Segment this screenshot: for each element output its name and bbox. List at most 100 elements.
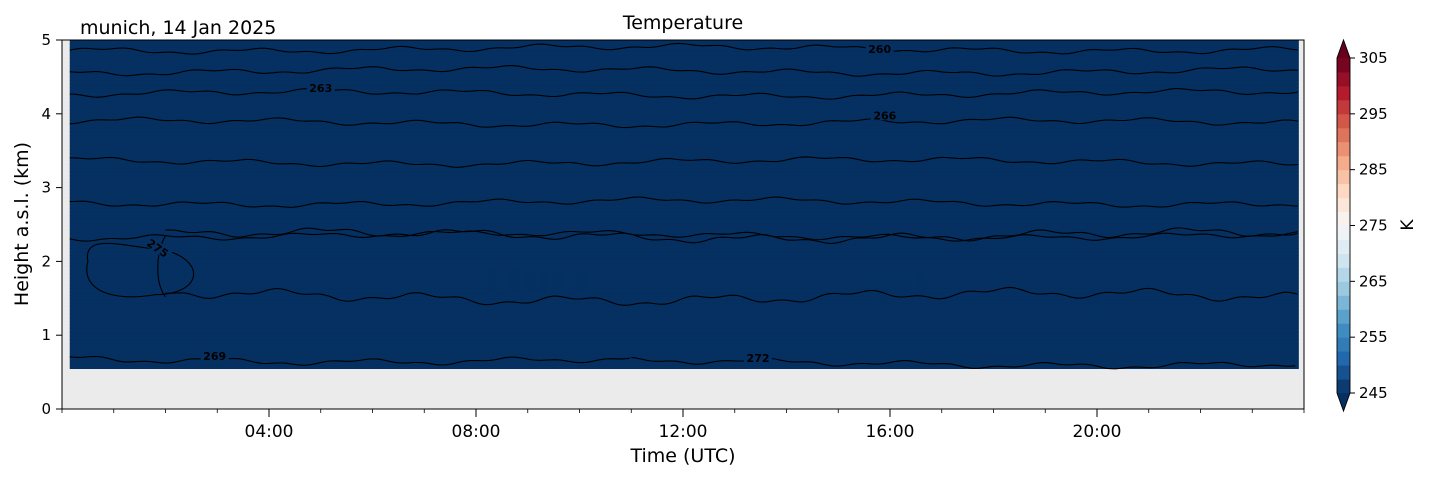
y-axis: 0 1 2 3 4 5 <box>41 31 62 418</box>
contour-label: 272 <box>747 352 770 365</box>
colorbar-segment <box>1337 113 1350 129</box>
temperature-strip <box>69 102 1299 107</box>
temperature-strip <box>69 288 1299 293</box>
contour-line <box>69 156 1298 168</box>
temperature-strip <box>69 120 1299 125</box>
temperature-strip <box>69 258 1299 264</box>
temperature-strip <box>69 189 1299 194</box>
temperature-strip <box>69 142 1299 147</box>
temperature-strip <box>69 61 1299 67</box>
colorbar-segment <box>1337 225 1350 240</box>
temperature-strip <box>69 50 1299 56</box>
temperature-strip <box>69 76 1299 81</box>
temperature-strip <box>69 80 1299 85</box>
warm-patch <box>916 271 927 296</box>
temperature-strip <box>69 328 1299 333</box>
temperature-strip <box>69 284 1299 289</box>
colorbar-segment <box>1337 169 1350 185</box>
contour-line <box>69 116 1298 129</box>
temperature-strip <box>69 171 1299 176</box>
temperature-strip <box>69 251 1299 256</box>
y-tick-label: 4 <box>41 105 51 123</box>
contour-label-bg <box>870 109 899 121</box>
temperature-strip <box>69 277 1299 282</box>
temperature-strip <box>69 160 1299 165</box>
colorbar-tick-label: 285 <box>1359 161 1388 179</box>
warm-patch <box>486 267 497 292</box>
warm-patch <box>509 267 520 292</box>
temperature-strip <box>69 310 1299 315</box>
colorbar-segment <box>1337 309 1350 324</box>
temperature-strip <box>69 112 1299 118</box>
colorbar-label: K <box>1398 219 1418 231</box>
temperature-strip <box>69 331 1299 337</box>
temperature-strip <box>69 72 1299 78</box>
temperature-strip <box>69 342 1299 348</box>
temperature-strip <box>69 237 1299 242</box>
temperature-strip <box>69 222 1299 227</box>
temperature-strip <box>69 91 1299 96</box>
temperature-strip <box>69 306 1299 311</box>
colorbar-tick-label: 265 <box>1359 272 1388 290</box>
colorbar-tick-label: 275 <box>1359 217 1388 235</box>
chart-title: Temperature <box>622 12 743 34</box>
warm-patch <box>553 267 564 292</box>
contour-line <box>69 196 1298 208</box>
temperature-strip <box>69 116 1299 121</box>
contour-label: 260 <box>868 43 891 56</box>
temperature-strip <box>69 269 1299 275</box>
colorbar-segment <box>1337 281 1350 296</box>
temperature-strip <box>69 335 1299 340</box>
temperature-strip <box>69 207 1299 213</box>
colorbar-segment <box>1337 267 1350 282</box>
temperature-strip <box>69 211 1299 216</box>
location-label: munich, 14 Jan 2025 <box>80 17 276 39</box>
temperature-strip <box>69 47 1299 52</box>
contour-line <box>165 286 1298 306</box>
temperature-strip <box>69 302 1299 307</box>
temperature-strip <box>69 138 1299 143</box>
temperature-strip <box>69 54 1299 59</box>
colorbar-segment <box>1337 239 1350 254</box>
temperature-strip <box>69 218 1299 224</box>
colorbar-segment <box>1337 127 1350 143</box>
temperature-strip <box>69 357 1299 362</box>
temperature-strip <box>69 353 1299 359</box>
contour-label-bg <box>306 81 335 93</box>
temperature-strip <box>69 215 1299 220</box>
temperature-strip <box>69 255 1299 260</box>
temperature-strip <box>69 69 1299 74</box>
temperature-strip <box>69 156 1299 162</box>
temperature-strip <box>69 87 1299 92</box>
colorbar-segment <box>1337 99 1350 115</box>
warm-patches <box>486 267 1100 309</box>
temperature-strip <box>69 98 1299 103</box>
x-tick-label: 08:00 <box>452 422 501 442</box>
temperature-strip <box>69 175 1299 180</box>
temperature-strip <box>69 247 1299 253</box>
colorbar-segment <box>1337 155 1350 171</box>
contour-line <box>69 87 1298 100</box>
colorbar-tick-label: 305 <box>1359 49 1388 67</box>
temperature-strip <box>69 324 1299 329</box>
temperature-strip <box>69 149 1299 154</box>
x-tick-label: 20:00 <box>1073 422 1122 442</box>
contour-lines <box>69 42 1298 370</box>
temperature-strip <box>69 58 1299 63</box>
temperature-field <box>69 40 1299 370</box>
contour-line <box>631 356 1296 370</box>
temperature-strip <box>69 266 1299 271</box>
temperature-strip <box>69 240 1299 245</box>
colorbar-segment <box>1337 183 1350 199</box>
temperature-strip <box>69 40 1299 45</box>
temperature-strip <box>69 273 1299 278</box>
temperature-strip <box>69 153 1299 158</box>
colorbar-segment <box>1337 351 1350 366</box>
contour-label-bg <box>744 352 773 364</box>
temperature-strip <box>69 299 1299 304</box>
colorbar-extend-max <box>1337 40 1350 58</box>
contour-label: 263 <box>309 82 332 95</box>
temperature-strip <box>69 145 1299 151</box>
colorbar-segment <box>1337 85 1350 101</box>
